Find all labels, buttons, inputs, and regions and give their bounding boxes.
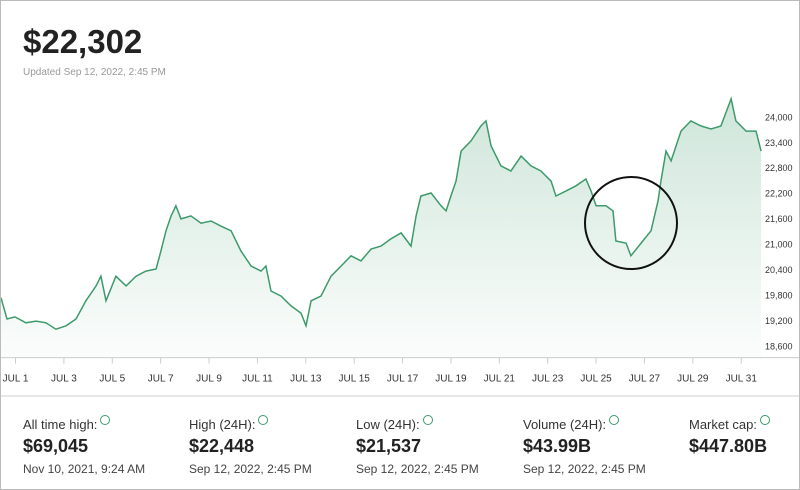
price: $22,302 — [23, 23, 143, 60]
x-tick-label: JUL 17 — [387, 374, 419, 385]
y-tick-label: 22,800 — [765, 163, 793, 173]
y-tick-label: 21,600 — [765, 214, 793, 224]
x-tick-label: JUL 3 — [51, 374, 77, 385]
info-icon[interactable] — [422, 415, 433, 425]
x-tick-label: JUL 31 — [726, 374, 758, 385]
x-tick-label: JUL 23 — [532, 374, 564, 385]
price-line — [1, 96, 762, 331]
x-tick-label: JUL 25 — [580, 374, 612, 385]
x-tick-label: JUL 1 — [3, 374, 29, 385]
y-tick-label: 18,600 — [765, 341, 793, 351]
stat-value: $43.99B — [523, 436, 592, 456]
stat-date: Nov 10, 2021, 9:24 AM — [23, 462, 146, 476]
stat-label: High (24H): — [189, 415, 349, 432]
x-tick-label: JUL 5 — [99, 374, 125, 385]
y-tick-label: 19,800 — [765, 290, 793, 300]
label-text: All time high: — [23, 417, 98, 432]
info-icon[interactable] — [609, 415, 620, 425]
x-tick-label: JUL 11 — [242, 374, 273, 385]
y-tick-label: 20,400 — [765, 265, 793, 275]
stat-label: All time high: — [23, 415, 183, 432]
label-text: Low (24H): — [356, 417, 420, 432]
stat-label: Volume (24H): — [523, 415, 683, 432]
info-icon[interactable] — [759, 415, 770, 425]
x-tick-label: JUL 13 — [290, 374, 322, 385]
y-tick-label: 23,400 — [765, 138, 793, 148]
info-icon[interactable] — [258, 415, 269, 425]
stat: All time high: $69,045 Nov 10, 2021, 9:24 … — [23, 415, 183, 476]
stat-value: $21,537 — [356, 436, 422, 456]
stat-value: $69,045 — [23, 436, 89, 456]
x-tick-label: JUL 7 — [148, 374, 174, 385]
stat: Low (24H): $21,537 Sep 12, 2022, 2:45 PM — [356, 415, 516, 476]
stat: Volume (24H): $43.99B Sep 12, 2022, 2:45 P… — [523, 415, 683, 476]
stat: Market cap: $447.80B — [689, 415, 799, 457]
stat-value: $22,448 — [189, 436, 255, 456]
y-tick-label: 24,000 — [765, 112, 793, 122]
x-tick-label: JUL 15 — [339, 374, 371, 385]
x-tick-label: JUL 27 — [629, 374, 661, 385]
x-tick-label: JUL 21 — [484, 374, 516, 385]
stat-value: $447.80B — [689, 436, 768, 456]
x-tick-label: JUL 29 — [677, 374, 709, 385]
updated: Updated Sep 12, 2022, 2:45 PM — [23, 67, 166, 78]
info-icon[interactable] — [100, 415, 111, 425]
label-text: Volume (24H): — [523, 417, 607, 432]
highlight-circle — [584, 176, 678, 270]
x-tick-label: JUL 9 — [196, 374, 222, 385]
stat-date: Sep 12, 2022, 2:45 PM — [523, 462, 646, 476]
label-text: Market cap: — [689, 417, 757, 432]
label-text: High (24H): — [189, 417, 256, 432]
stat-date: Sep 12, 2022, 2:45 PM — [189, 462, 312, 476]
stat: High (24H): $22,448 Sep 12, 2022, 2:45 PM — [189, 415, 349, 476]
area — [1, 98, 762, 358]
stat-label: Market cap: — [689, 415, 799, 432]
y-tick-label: 19,200 — [765, 316, 793, 326]
stat-date: Sep 12, 2022, 2:45 PM — [356, 462, 479, 476]
y-tick-label: 22,200 — [765, 189, 793, 199]
y-tick-label: 21,000 — [765, 240, 793, 250]
x-tick-label: JUL 19 — [435, 374, 467, 385]
chart: 18,600 19,200 19,800 20,400 21,000 21,600 22,2… — [1, 96, 799, 397]
stat-label: Low (24H): — [356, 415, 516, 432]
